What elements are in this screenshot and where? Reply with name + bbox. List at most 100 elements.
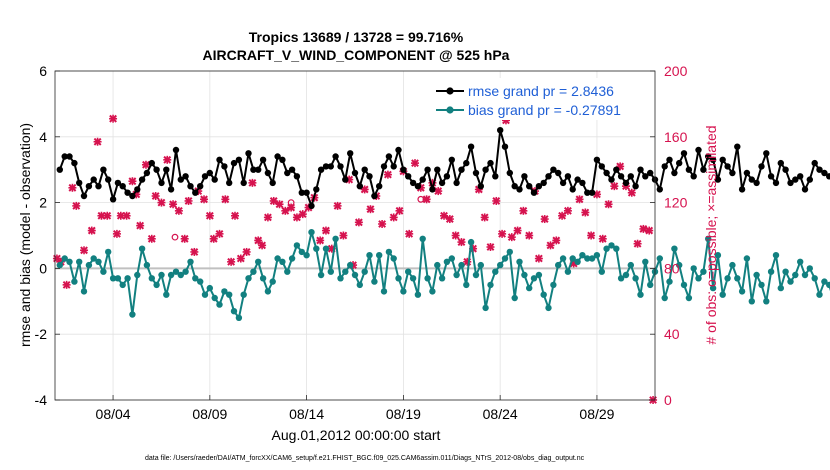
rmse-point: [317, 166, 325, 173]
bias-point: [792, 271, 799, 279]
bias-point: [284, 268, 291, 275]
rmse-point: [516, 186, 523, 193]
rmse-point: [80, 192, 88, 200]
bias-point: [71, 278, 78, 285]
bias-point: [656, 255, 663, 262]
rmse-point: [826, 173, 830, 180]
obs-assimilated-marker: [147, 234, 156, 243]
left-y-axis-ticks: -4 -2 0 2 4 6: [35, 63, 60, 408]
rmse-point: [429, 186, 436, 193]
bias-point: [109, 275, 117, 282]
bias-point: [540, 291, 547, 298]
obs-assimilated-marker: [103, 211, 112, 220]
bias-point: [332, 235, 339, 242]
bias-point: [753, 271, 760, 279]
bias-point: [182, 268, 189, 275]
plot-frame: [54, 70, 656, 401]
bias-point: [100, 268, 107, 275]
obs-assimilated-marker: [236, 254, 245, 263]
rmse-point: [714, 176, 722, 183]
bias-point: [787, 278, 794, 285]
bias-point: [724, 275, 731, 282]
rmse-point: [526, 183, 533, 190]
bias-point: [255, 258, 262, 265]
rmse-point: [598, 163, 605, 170]
obs-assimilated-marker: [287, 203, 296, 212]
rmse-point: [366, 173, 373, 180]
bias-series: [56, 229, 830, 321]
rmse-point: [303, 189, 310, 196]
bias-point: [221, 288, 228, 295]
bias-point: [114, 275, 122, 282]
bias-point: [637, 291, 644, 298]
rmse-point: [540, 179, 547, 187]
bias-point: [801, 271, 809, 279]
obs-assimilated-marker: [221, 195, 230, 204]
bias-point: [424, 275, 431, 282]
obs-assimilated-marker: [440, 211, 449, 220]
legend-box: [430, 78, 650, 120]
obs-assimilated-marker: [534, 254, 543, 263]
rmse-point: [438, 179, 446, 187]
bias-point: [158, 271, 165, 279]
rmse-point: [608, 176, 615, 183]
bias-point: [700, 268, 707, 275]
bias-point: [380, 288, 388, 295]
bias-point: [342, 268, 349, 275]
obs-assimilated-marker: [72, 201, 81, 210]
bias-point: [438, 275, 446, 282]
bias-point: [463, 281, 470, 289]
bias-point: [627, 261, 634, 269]
obs-assimilated-marker: [263, 213, 272, 222]
bias-point: [482, 304, 489, 312]
rmse-point: [806, 176, 813, 183]
bias-point: [671, 245, 678, 252]
rmse-point: [187, 183, 194, 190]
bias-point: [729, 261, 736, 269]
rmse-point: [627, 173, 634, 180]
bias-point: [584, 255, 591, 262]
bias-point: [376, 252, 383, 259]
bias-point: [269, 278, 276, 285]
bias-point: [443, 258, 451, 265]
obs-assimilated-marker: [68, 183, 77, 192]
obs-assimilated-marker: [492, 196, 501, 205]
bias-point: [777, 284, 784, 292]
bias-point: [661, 294, 668, 302]
obs-count-markers: [52, 114, 658, 404]
obs-assimilated-marker: [434, 187, 443, 196]
obs-assimilated-marker: [109, 114, 118, 123]
rmse-point: [376, 183, 383, 190]
bias-point: [434, 261, 441, 269]
obs-assimilated-marker: [227, 257, 236, 266]
bias-point: [806, 265, 813, 272]
bias-point: [705, 235, 712, 242]
rmse-point: [724, 163, 731, 170]
bias-point: [535, 271, 543, 279]
bias-point: [293, 242, 301, 249]
bias-point: [95, 258, 102, 265]
x-axis-ticks: 08/04 08/09 08/14 08/19 08/24 08/29: [96, 395, 615, 422]
rmse-point: [138, 176, 146, 183]
y-axis-label-left: rmse and bias (model - observation): [17, 123, 33, 347]
bias-point: [709, 284, 717, 292]
bias-point: [240, 291, 247, 298]
bias-point: [526, 284, 533, 292]
rmse-point: [414, 183, 422, 190]
rmse-point: [579, 179, 586, 187]
rmse-point: [230, 159, 238, 167]
x-tick-label: 08/29: [579, 406, 614, 422]
obs-possible-marker: [171, 233, 179, 241]
right-tick-label: 120: [664, 195, 688, 211]
rmse-point: [584, 189, 591, 196]
rmse-point: [274, 153, 281, 160]
rmse-point: [109, 196, 117, 203]
bias-point: [647, 281, 654, 289]
rmse-point: [371, 192, 378, 200]
rmse-point: [743, 169, 751, 177]
rmse-point: [777, 159, 784, 167]
rmse-point: [385, 153, 393, 160]
rmse-point: [487, 159, 494, 167]
rmse-point: [617, 173, 625, 180]
rmse-point: [647, 169, 654, 177]
